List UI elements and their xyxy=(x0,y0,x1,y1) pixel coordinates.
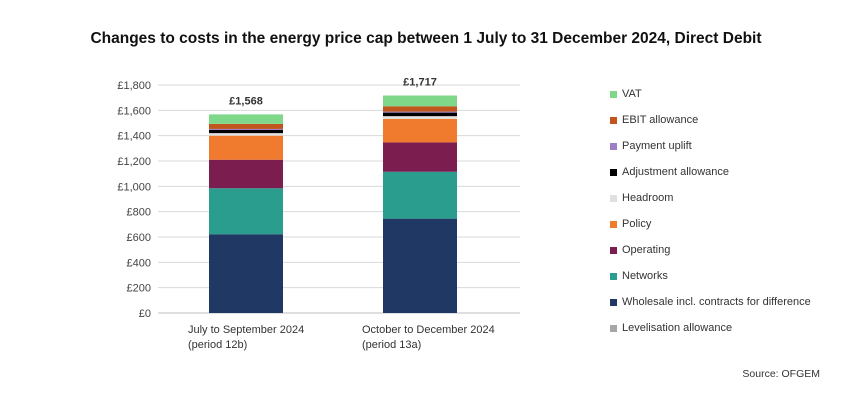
legend-label: Wholesale incl. contracts for difference xyxy=(622,296,811,308)
y-tick-label: £600 xyxy=(127,232,151,244)
legend-swatch xyxy=(610,116,617,124)
legend-label: VAT xyxy=(622,88,642,100)
legend-label: Policy xyxy=(622,218,652,230)
bar-segment-headroom xyxy=(383,116,457,119)
bar-segment-wholesale-incl-contracts-for-difference xyxy=(209,234,283,313)
y-tick-label: £1,600 xyxy=(117,105,151,117)
legend-swatch xyxy=(610,298,617,306)
legend-item: Policy xyxy=(610,211,850,237)
bar-segment-ebit-allowance xyxy=(209,123,283,129)
x-category-label: October to December 2024 (period 13a) xyxy=(362,324,495,351)
legend-label: Levelisation allowance xyxy=(622,322,733,334)
bar-segment-adjustment-allowance xyxy=(209,129,283,134)
total-label: £1,717 xyxy=(403,77,437,89)
legend-item: Operating xyxy=(610,237,850,263)
y-tick-label: £400 xyxy=(127,257,151,269)
y-tick-label: £1,800 xyxy=(117,80,151,92)
legend-swatch xyxy=(610,168,617,176)
bar-segment-networks xyxy=(383,171,457,219)
bar-segment-ebit-allowance xyxy=(383,106,457,112)
legend-swatch xyxy=(610,246,617,254)
bar-segment-operating xyxy=(383,142,457,172)
legend-item: EBIT allowance xyxy=(610,107,850,133)
legend-swatch xyxy=(610,194,617,202)
bar-segment-vat xyxy=(209,114,283,124)
legend-label: Networks xyxy=(622,270,668,282)
x-category-label: July to September 2024 (period 12b) xyxy=(188,324,304,351)
y-tick-label: £1,000 xyxy=(117,181,151,193)
bar-segment-payment-uplift xyxy=(209,128,283,130)
y-tick-label: £800 xyxy=(127,207,151,219)
bar-segment-payment-uplift xyxy=(383,111,457,113)
legend-swatch xyxy=(610,142,617,150)
total-label: £1,568 xyxy=(229,95,263,107)
legend-label: Payment uplift xyxy=(622,140,692,152)
bar-segment-wholesale-incl-contracts-for-difference xyxy=(383,218,457,313)
legend-item: Payment uplift xyxy=(610,133,850,159)
bar-segment-policy xyxy=(209,135,283,160)
legend-swatch xyxy=(610,90,617,98)
legend-label: Adjustment allowance xyxy=(622,166,730,178)
legend-label: Operating xyxy=(622,244,671,256)
bar-segment-headroom xyxy=(209,133,283,136)
legend-swatch xyxy=(610,220,617,228)
chart-title: Changes to costs in the energy price cap… xyxy=(90,30,762,47)
bars: £1,568 £1,717 xyxy=(209,77,457,313)
legend: VAT EBIT allowance Payment uplift Adjustmen… xyxy=(610,81,850,341)
y-axis: £0 £200 £400 £600 £800 £1,000 £1,200 £1,400 £1,6… xyxy=(117,80,151,320)
bar-segment-vat xyxy=(383,95,457,107)
legend-swatch xyxy=(610,324,617,332)
legend-item: Levelisation allowance xyxy=(610,315,850,341)
bar-segment-operating xyxy=(209,159,283,189)
bar-segment-policy xyxy=(383,118,457,143)
gridlines xyxy=(158,84,520,314)
legend-item: Wholesale incl. contracts for difference xyxy=(610,289,850,315)
legend-item: Networks xyxy=(610,263,850,289)
y-tick-label: £200 xyxy=(127,283,151,295)
y-tick-label: £0 xyxy=(139,308,151,320)
legend-item: Adjustment allowance xyxy=(610,159,850,185)
y-tick-label: £1,200 xyxy=(117,156,151,168)
legend-item: VAT xyxy=(610,81,850,107)
x-axis: July to September 2024 (period 12b) Octobe… xyxy=(188,324,495,351)
legend-swatch xyxy=(610,272,617,280)
bar-segment-adjustment-allowance xyxy=(383,112,457,117)
legend-label: EBIT allowance xyxy=(622,114,699,126)
legend-item: Headroom xyxy=(610,185,850,211)
bar-segment-networks xyxy=(209,188,283,235)
source-note: Source: OFGEM xyxy=(742,368,820,380)
legend-label: Headroom xyxy=(622,192,674,204)
y-tick-label: £1,400 xyxy=(117,131,151,143)
